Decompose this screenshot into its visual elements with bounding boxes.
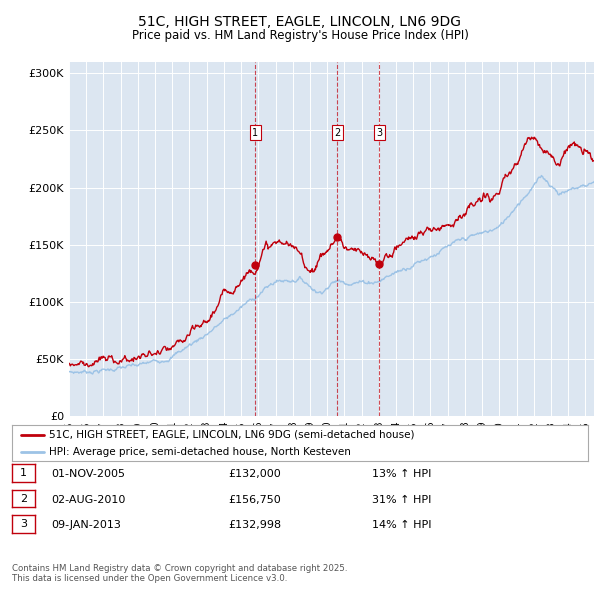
Text: HPI: Average price, semi-detached house, North Kesteven: HPI: Average price, semi-detached house,… — [49, 447, 352, 457]
Text: 2: 2 — [20, 494, 27, 503]
Text: 02-AUG-2010: 02-AUG-2010 — [51, 495, 125, 504]
Text: 3: 3 — [376, 128, 382, 137]
Text: 2: 2 — [334, 128, 340, 137]
Text: 14% ↑ HPI: 14% ↑ HPI — [372, 520, 431, 530]
Text: 01-NOV-2005: 01-NOV-2005 — [51, 470, 125, 479]
Text: 3: 3 — [20, 519, 27, 529]
Text: 51C, HIGH STREET, EAGLE, LINCOLN, LN6 9DG (semi-detached house): 51C, HIGH STREET, EAGLE, LINCOLN, LN6 9D… — [49, 430, 415, 440]
Text: 1: 1 — [253, 128, 259, 137]
Text: Contains HM Land Registry data © Crown copyright and database right 2025.
This d: Contains HM Land Registry data © Crown c… — [12, 564, 347, 583]
Text: £132,998: £132,998 — [228, 520, 281, 530]
Text: 51C, HIGH STREET, EAGLE, LINCOLN, LN6 9DG: 51C, HIGH STREET, EAGLE, LINCOLN, LN6 9D… — [139, 15, 461, 30]
Text: 09-JAN-2013: 09-JAN-2013 — [51, 520, 121, 530]
Text: 13% ↑ HPI: 13% ↑ HPI — [372, 470, 431, 479]
Text: £132,000: £132,000 — [228, 470, 281, 479]
Text: 31% ↑ HPI: 31% ↑ HPI — [372, 495, 431, 504]
Text: 1: 1 — [20, 468, 27, 478]
Text: £156,750: £156,750 — [228, 495, 281, 504]
Text: Price paid vs. HM Land Registry's House Price Index (HPI): Price paid vs. HM Land Registry's House … — [131, 29, 469, 42]
